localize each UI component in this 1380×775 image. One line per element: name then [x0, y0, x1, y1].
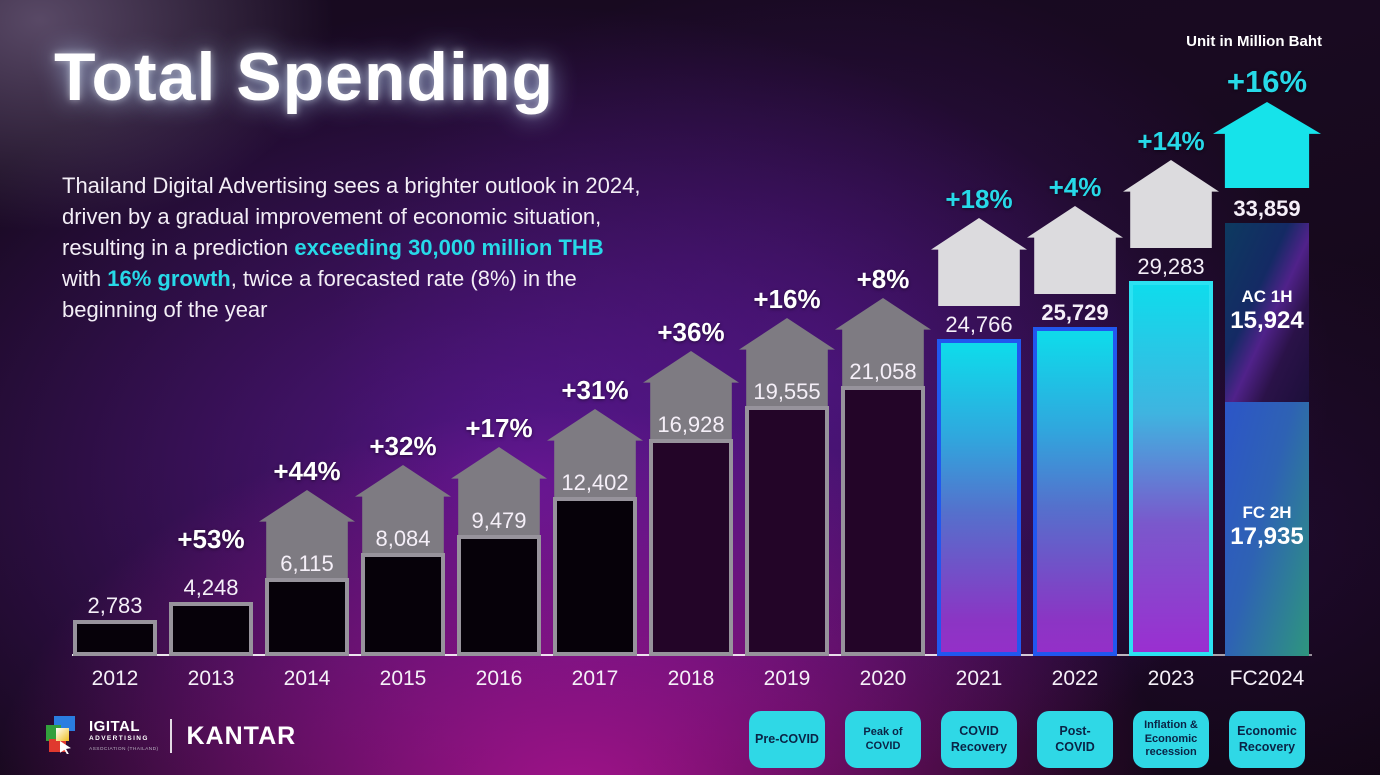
period-tag-line: Recovery	[950, 739, 1008, 754]
value-label-2018: 16,928	[657, 412, 725, 437]
daat-logo-line1: IGITAL	[89, 718, 141, 736]
year-label-2019: 2019	[763, 667, 811, 690]
year-label-2022: 2022	[1051, 667, 1099, 690]
bar-2013	[169, 602, 253, 656]
value-label-2017: 12,402	[561, 470, 629, 495]
period-tag-2019: Pre-COVID	[749, 711, 825, 768]
intro-segment-1: exceeding 30,000 million THB	[294, 235, 604, 260]
period-tag-2021: COVID Recovery	[941, 711, 1017, 768]
bar-2019	[745, 406, 829, 656]
growth-label-2014: +44%	[273, 456, 341, 486]
bar-2015	[361, 553, 445, 656]
growth-label-2021: +18%	[945, 184, 1013, 214]
value-label-2023: 29,283	[1137, 254, 1205, 279]
bar-FC2024	[1225, 223, 1309, 656]
bar-2023	[1129, 281, 1213, 656]
year-label-2021: 2021	[955, 667, 1003, 690]
growth-label-2023: +14%	[1137, 126, 1205, 156]
year-label-2012: 2012	[91, 667, 139, 690]
intro-paragraph: Thailand Digital Advertising sees a brig…	[62, 170, 647, 325]
bar-2012	[73, 620, 157, 656]
year-label-2017: 2017	[571, 667, 619, 690]
value-label-2020: 21,058	[849, 359, 917, 384]
kantar-logo: KANTAR	[186, 721, 297, 750]
period-tag-FC2024: Economic Recovery	[1229, 711, 1305, 768]
footer-logos: IGITAL ADVERTISING ASSOCIATION (THAILAND…	[45, 710, 296, 762]
period-tag-line: Economic	[1144, 732, 1198, 745]
value-label-2015: 8,084	[375, 526, 431, 551]
value-label-2019: 19,555	[753, 379, 821, 404]
year-label-FC2024: FC2024	[1229, 667, 1305, 690]
period-tag-line: recession	[1145, 746, 1197, 759]
bar-FC2024-fc2h-segment	[1225, 402, 1309, 656]
period-tag-line: COVID	[959, 723, 999, 738]
value-label-2014: 6,115	[280, 551, 334, 576]
growth-label-2016: +17%	[465, 413, 533, 443]
bar-FC2024-ac1h-segment	[1225, 223, 1309, 402]
daat-logo-line3: ASSOCIATION (THAILAND)	[89, 746, 159, 752]
cursor-icon	[60, 741, 71, 754]
growth-label-2018: +36%	[657, 317, 725, 347]
period-tag-line: Post-	[1059, 723, 1091, 738]
value-label-FC2024: 33,859	[1233, 196, 1301, 221]
unit-label: Unit in Million Baht	[1186, 33, 1322, 50]
daat-logo-text: IGITAL ADVERTISING ASSOCIATION (THAILAND…	[89, 719, 158, 752]
segment-value: 17,935	[1230, 523, 1304, 550]
value-label-2016: 9,479	[471, 508, 527, 533]
segment-name: AC 1H	[1241, 286, 1293, 306]
page-title: Total Spending	[54, 39, 555, 115]
year-label-2014: 2014	[283, 667, 331, 690]
year-label-2018: 2018	[667, 667, 715, 690]
growth-label-2020: +8%	[856, 264, 910, 294]
logo-divider	[170, 719, 173, 753]
period-tag-line: Recovery	[1238, 739, 1296, 754]
period-tag-line: Inflation &	[1144, 718, 1198, 731]
year-label-2020: 2020	[859, 667, 907, 690]
daat-logo-icon	[45, 714, 81, 758]
segment-value: 15,924	[1230, 306, 1304, 334]
daat-yellow-square	[56, 728, 69, 741]
intro-segment-0: Thailand Digital Advertising sees a brig…	[62, 173, 641, 260]
bar-2017	[553, 497, 637, 656]
growth-arrow-2022	[1027, 206, 1123, 294]
bar-2022	[1033, 327, 1117, 656]
bar-2016	[457, 535, 541, 656]
segment-label-fc2h: FC 2H 17,935	[1225, 503, 1309, 551]
intro-segment-2: with	[62, 266, 108, 291]
bar-2021	[937, 339, 1021, 656]
year-label-2013: 2013	[187, 667, 235, 690]
period-tag-line: Peak of COVID	[863, 725, 903, 752]
value-label-2013: 4,248	[183, 575, 239, 600]
intro-segment-3: 16% growth	[107, 266, 231, 291]
period-tag-2020: Peak of COVID	[845, 711, 921, 768]
value-label-2012: 2,783	[87, 593, 143, 618]
period-tag-line: COVID	[1055, 739, 1095, 754]
segment-name: FC 2H	[1242, 503, 1292, 522]
period-tag-2023: Inflation & Economic recession	[1133, 711, 1209, 768]
year-label-2023: 2023	[1147, 667, 1195, 690]
period-tag-line: Pre-COVID	[755, 731, 819, 746]
growth-label-2022: +4%	[1048, 172, 1102, 202]
growth-label-2017: +31%	[561, 375, 629, 405]
intro-segment-4: , twice a forecasted rate (8%) in the be…	[62, 266, 577, 322]
year-label-2015: 2015	[379, 667, 427, 690]
value-label-2021: 24,766	[945, 312, 1013, 337]
growth-label-2013: +53%	[177, 524, 245, 554]
value-label-2022: 25,729	[1041, 300, 1109, 325]
growth-label-FC2024: +16%	[1226, 64, 1308, 99]
segment-label-ac1h: AC 1H 15,924	[1225, 287, 1309, 335]
period-tag-2022: Post- COVID	[1037, 711, 1113, 768]
daat-logo-line2: ADVERTISING	[89, 735, 149, 743]
bar-2018	[649, 439, 733, 656]
growth-label-2019: +16%	[753, 284, 821, 314]
growth-label-2015: +32%	[369, 431, 437, 461]
year-label-2016: 2016	[475, 667, 523, 690]
bar-2020	[841, 386, 925, 656]
period-tag-line: Economic	[1237, 723, 1297, 738]
bar-2014	[265, 578, 349, 656]
